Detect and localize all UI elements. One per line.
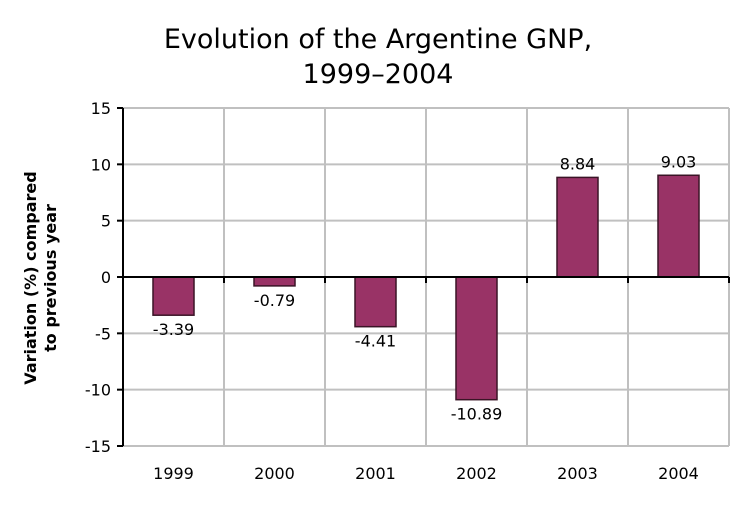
y-axis-label-line1: Variation (%) compared bbox=[21, 171, 40, 384]
y-tick-label: -15 bbox=[85, 437, 111, 456]
x-tick-label: 2004 bbox=[658, 464, 699, 483]
data-label: 9.03 bbox=[661, 152, 697, 171]
x-tick-label: 2002 bbox=[456, 464, 497, 483]
y-axis-label-line2: to previous year bbox=[41, 204, 60, 352]
x-tick-label: 2001 bbox=[355, 464, 396, 483]
y-tick-label: 15 bbox=[91, 99, 111, 118]
bar-2003 bbox=[556, 176, 599, 278]
x-tick-label: 2000 bbox=[254, 464, 295, 483]
bar-2000 bbox=[253, 276, 296, 287]
data-label: -0.79 bbox=[254, 291, 295, 310]
chart-title-line2: 1999–2004 bbox=[303, 59, 454, 90]
chart-title-line1: Evolution of the Argentine GNP, bbox=[164, 24, 592, 55]
y-tick-label: -5 bbox=[95, 324, 111, 343]
y-tick-label: 0 bbox=[101, 268, 111, 287]
x-tick-label: 1999 bbox=[153, 464, 194, 483]
bar-2004 bbox=[657, 174, 700, 278]
y-tick-label: -10 bbox=[85, 381, 111, 400]
data-label: -10.89 bbox=[451, 405, 503, 424]
x-tick-label: 2003 bbox=[557, 464, 598, 483]
y-tick-label: 10 bbox=[91, 155, 111, 174]
data-label: -4.41 bbox=[355, 332, 396, 351]
bar-1999 bbox=[152, 276, 195, 316]
data-label: -3.39 bbox=[153, 320, 194, 339]
bar-2002 bbox=[455, 276, 498, 401]
data-label: 8.84 bbox=[560, 154, 596, 173]
y-tick-label: 5 bbox=[101, 212, 111, 231]
bar-2001 bbox=[354, 276, 397, 328]
